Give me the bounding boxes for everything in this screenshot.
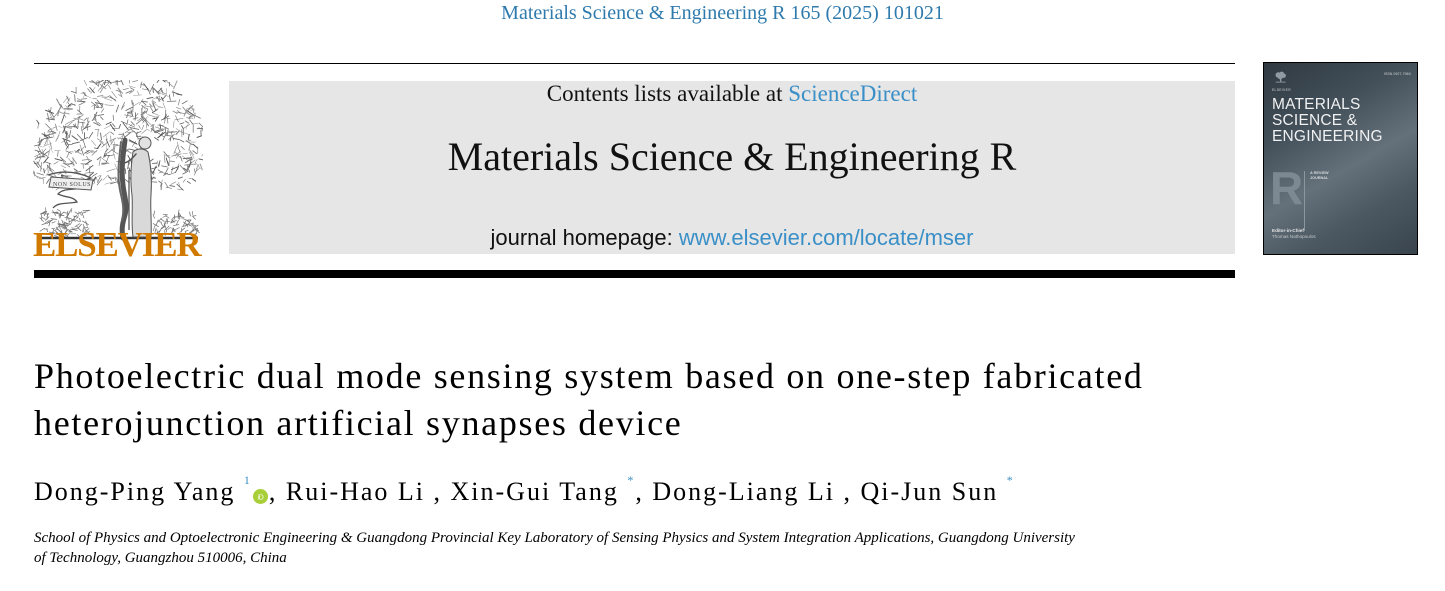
svg-text:NON SOLUS: NON SOLUS bbox=[53, 182, 91, 188]
svg-text:iD: iD bbox=[257, 494, 263, 501]
